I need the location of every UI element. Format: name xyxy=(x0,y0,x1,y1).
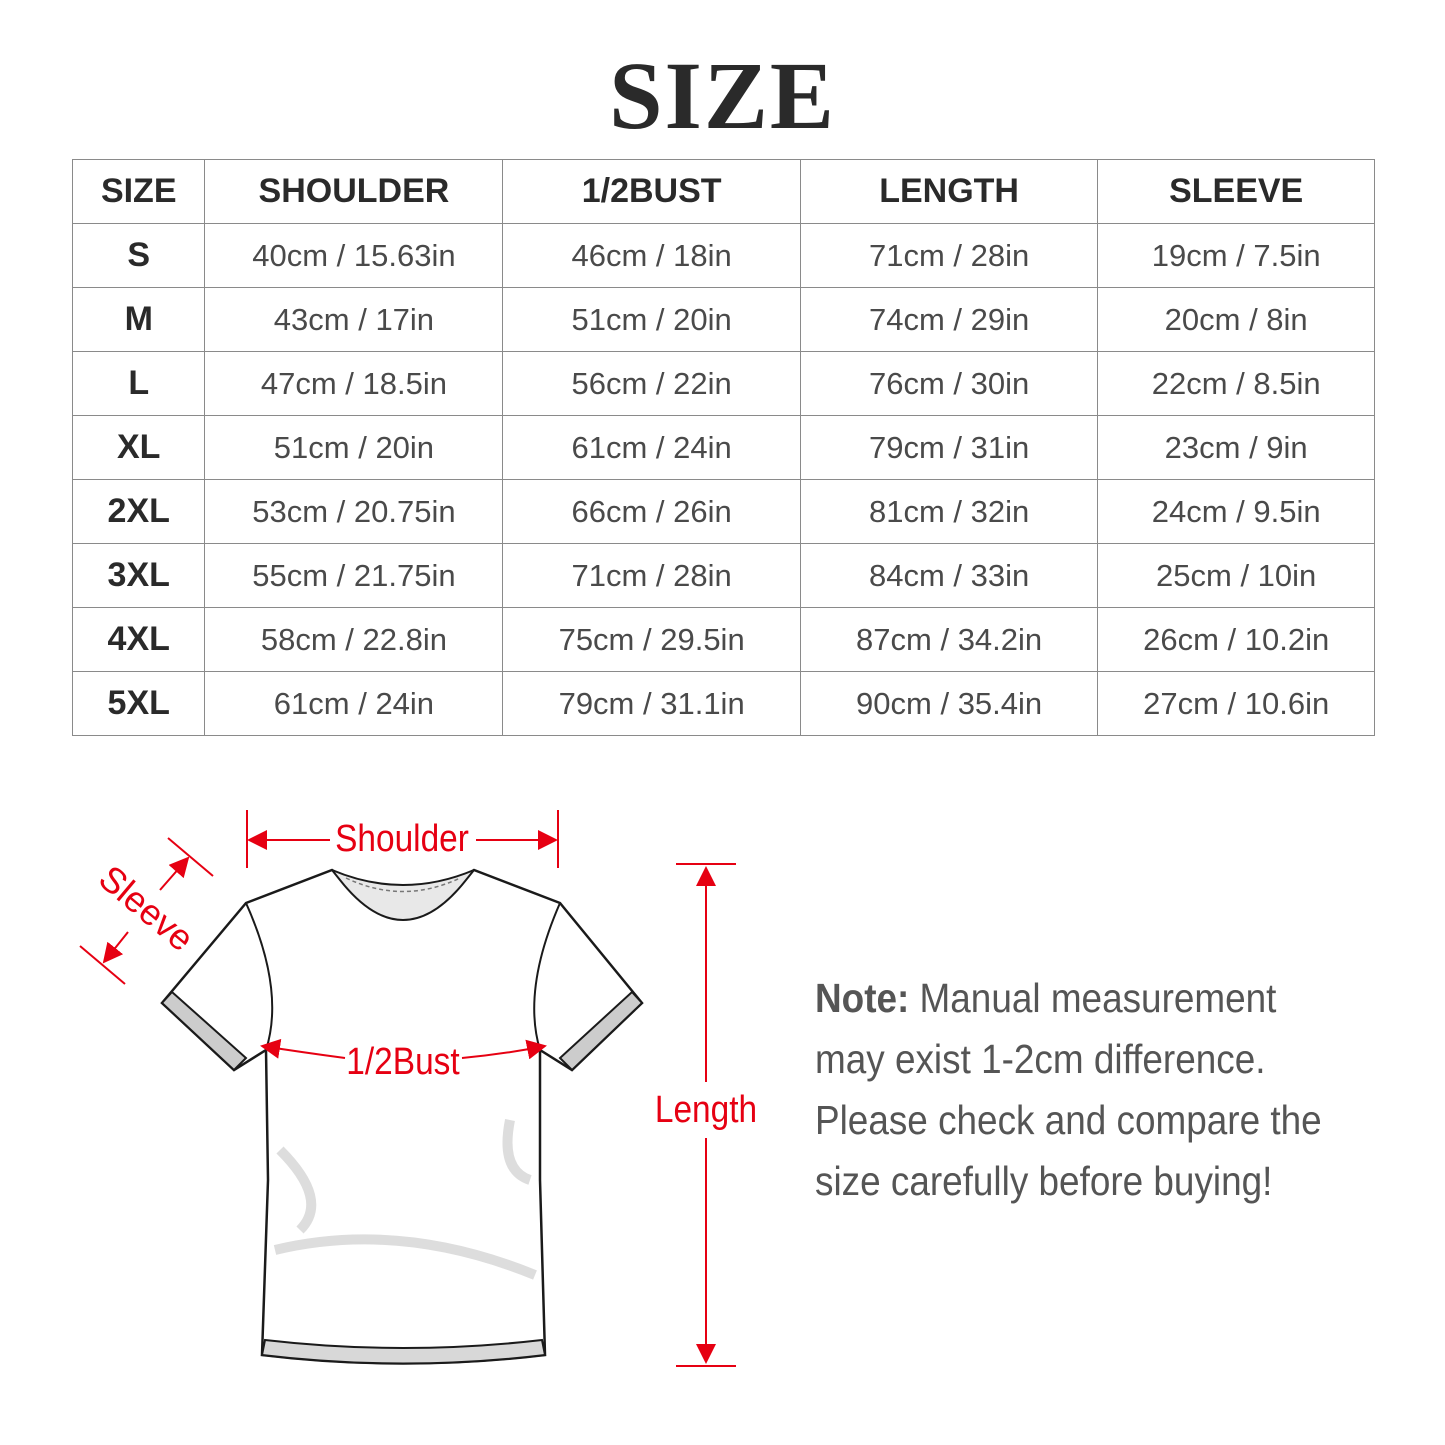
measurement-cell: 71cm / 28in xyxy=(502,543,801,608)
length-measure: Length xyxy=(655,863,757,1367)
measurement-cell: 84cm / 33in xyxy=(799,543,1099,608)
table-row: 3XL 55cm / 21.75in 71cm / 28in 84cm / 33in 2… xyxy=(71,543,1375,608)
measurement-cell: 55cm / 21.75in xyxy=(204,543,504,608)
measurement-cell: 90cm / 35.4in xyxy=(799,671,1099,736)
measurement-cell: 53cm / 20.75in xyxy=(204,479,504,544)
sleeve-label: Sleeve xyxy=(91,857,202,959)
table-header-row: SIZE SHOULDER 1/2BUST LENGTH SLEEVE xyxy=(71,159,1375,224)
column-header: SLEEVE xyxy=(1097,159,1375,224)
measurement-cell: 79cm / 31.1in xyxy=(502,671,801,736)
sleeve-measure: Sleeve xyxy=(79,837,214,985)
measurement-cell: 27cm / 10.6in xyxy=(1097,671,1375,736)
tshirt-diagram: Shoulder Sleeve 1/2Bust Length xyxy=(79,810,757,1367)
measurement-cell: 74cm / 29in xyxy=(799,287,1099,352)
size-cell: L xyxy=(71,351,206,416)
measurement-cell: 22cm / 8.5in xyxy=(1097,351,1375,416)
column-header: SHOULDER xyxy=(204,159,504,224)
tshirt-icon xyxy=(160,868,644,1365)
size-cell: M xyxy=(71,287,206,352)
table-row: L 47cm / 18.5in 56cm / 22in 76cm / 30in 22cm… xyxy=(71,351,1375,416)
measurement-cell: 61cm / 24in xyxy=(204,671,504,736)
measurement-cell: 81cm / 32in xyxy=(799,479,1099,544)
measurement-cell: 75cm / 29.5in xyxy=(502,607,801,672)
measurement-cell: 71cm / 28in xyxy=(799,223,1099,288)
measurement-cell: 40cm / 15.63in xyxy=(204,223,504,288)
column-header: 1/2BUST xyxy=(502,159,801,224)
measurement-cell: 46cm / 18in xyxy=(502,223,801,288)
note-body: Manual measurement may exist 1-2cm diffe… xyxy=(815,975,1322,1204)
table-row: 2XL 53cm / 20.75in 66cm / 26in 81cm / 32in 2… xyxy=(71,479,1375,544)
measurement-cell: 23cm / 9in xyxy=(1097,415,1375,480)
length-label: Length xyxy=(655,1088,757,1130)
measurement-cell: 24cm / 9.5in xyxy=(1097,479,1375,544)
table-row: S 40cm / 15.63in 46cm / 18in 71cm / 28in 19c… xyxy=(71,223,1375,288)
table-row: 5XL 61cm / 24in 79cm / 31.1in 90cm / 35.4in… xyxy=(71,671,1375,736)
measurement-cell: 61cm / 24in xyxy=(502,415,801,480)
table-row: 4XL 58cm / 22.8in 75cm / 29.5in 87cm / 34.2… xyxy=(71,607,1375,672)
measurement-cell: 58cm / 22.8in xyxy=(204,607,504,672)
size-cell: XL xyxy=(71,415,206,480)
bust-label: 1/2Bust xyxy=(346,1040,459,1082)
measurement-cell: 87cm / 34.2in xyxy=(799,607,1099,672)
measurement-cell: 25cm / 10in xyxy=(1097,543,1375,608)
size-cell: 2XL xyxy=(71,479,206,544)
size-cell: 5XL xyxy=(71,671,206,736)
table-row: M 43cm / 17in 51cm / 20in 74cm / 29in 20cm /… xyxy=(71,287,1375,352)
size-table: SIZE SHOULDER 1/2BUST LENGTH SLEEVE S 40cm / … xyxy=(71,159,1375,736)
size-cell: 4XL xyxy=(71,607,206,672)
measurement-cell: 79cm / 31in xyxy=(799,415,1099,480)
column-header: LENGTH xyxy=(799,159,1099,224)
measurement-cell: 51cm / 20in xyxy=(502,287,801,352)
size-cell: 3XL xyxy=(71,543,206,608)
measurement-cell: 43cm / 17in xyxy=(204,287,504,352)
measurement-cell: 76cm / 30in xyxy=(799,351,1099,416)
measurement-cell: 19cm / 7.5in xyxy=(1097,223,1375,288)
bust-measure: 1/2Bust xyxy=(260,1038,547,1082)
table-row: XL 51cm / 20in 61cm / 24in 79cm / 31in 23cm … xyxy=(71,415,1375,480)
page-title: SIZE xyxy=(609,42,836,149)
measurement-cell: 20cm / 8in xyxy=(1097,287,1375,352)
column-header: SIZE xyxy=(71,159,206,224)
note-text: Note: Manual measurement may exist 1-2cm… xyxy=(815,968,1337,1212)
size-cell: S xyxy=(71,223,206,288)
shoulder-label: Shoulder xyxy=(335,817,469,859)
measurement-cell: 51cm / 20in xyxy=(204,415,504,480)
measurement-cell: 47cm / 18.5in xyxy=(204,351,504,416)
measurement-cell: 66cm / 26in xyxy=(502,479,801,544)
measurement-cell: 56cm / 22in xyxy=(502,351,801,416)
measurement-cell: 26cm / 10.2in xyxy=(1097,607,1375,672)
shoulder-measure: Shoulder xyxy=(246,810,559,868)
note-label: Note: xyxy=(815,975,910,1021)
